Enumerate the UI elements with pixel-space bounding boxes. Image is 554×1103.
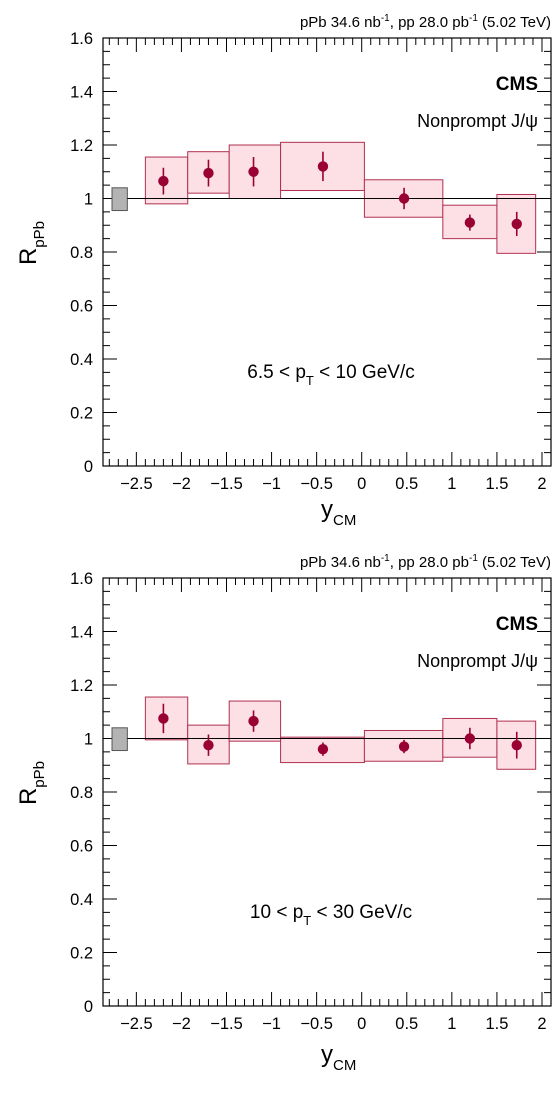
x-tick-label: −1.5 [210, 1015, 243, 1033]
x-tick-label: 1.5 [485, 475, 508, 493]
x-tick-label: 0 [357, 475, 366, 493]
data-point [317, 161, 329, 172]
y-tick-label: 1.6 [70, 570, 93, 588]
data-point [158, 713, 169, 724]
y-tick-label: 0.8 [70, 784, 93, 802]
luminosity-header: pPb 34.6 nb-1, pp 28.0 pb-1 (5.02 TeV) [300, 553, 551, 571]
y-tick-label: 1.2 [70, 677, 93, 695]
x-tick-label: −1.5 [210, 475, 243, 493]
data-point [248, 715, 259, 727]
x-tick-label: −2 [172, 475, 191, 493]
x-tick-label: −1 [262, 475, 281, 493]
y-axis-label: RpPb [15, 761, 48, 805]
y-tick-label: 1.4 [70, 624, 93, 642]
x-tick-label: 2 [537, 1015, 546, 1033]
y-tick-label: 1 [84, 731, 93, 749]
x-tick-label: −0.5 [300, 1015, 333, 1033]
y-tick-label: 0.6 [70, 838, 93, 856]
data-point [203, 167, 214, 179]
y-axis-label: RpPb [15, 221, 48, 265]
plot-frame [102, 577, 552, 1007]
x-tick-label: −2.5 [120, 475, 153, 493]
y-tick-label: 0.2 [70, 405, 93, 423]
x-tick-label: 1.5 [485, 1015, 508, 1033]
process-label: Nonprompt J/ψ [417, 111, 538, 131]
data-point [248, 166, 259, 177]
x-tick-label: 0.5 [395, 1015, 418, 1033]
luminosity-header: pPb 34.6 nb-1, pp 28.0 pb-1 (5.02 TeV) [300, 13, 551, 31]
systematic-uncertainty-box [442, 204, 498, 240]
x-tick-label: −2 [172, 1015, 191, 1033]
data-point [158, 175, 169, 187]
data-point [511, 739, 522, 751]
y-tick-label: 0.6 [70, 298, 93, 316]
y-tick-label: 0.2 [70, 945, 93, 963]
x-tick-label: 0 [357, 1015, 366, 1033]
y-tick-label: 1.6 [70, 30, 93, 48]
data-point [464, 217, 476, 228]
x-tick-label: 0.5 [395, 475, 418, 493]
x-axis-label: yCM [321, 1041, 356, 1074]
experiment-label: CMS [496, 614, 538, 635]
x-axis-label: yCM [321, 496, 356, 529]
global-uncertainty-box [111, 727, 128, 752]
experiment-label: CMS [496, 74, 538, 95]
data-point [511, 218, 522, 230]
plot-frame [102, 37, 552, 467]
y-tick-label: 0.4 [70, 891, 93, 909]
x-tick-label: 1 [447, 1015, 456, 1033]
data-point [398, 193, 410, 204]
data-point [203, 739, 214, 751]
pt-range-label: 10 < pT < 30 GeV/c [250, 902, 412, 928]
pt-range-label: 6.5 < pT < 10 GeV/c [247, 362, 414, 388]
data-point [317, 744, 329, 755]
x-tick-label: 1 [447, 475, 456, 493]
x-tick-label: 2 [537, 475, 546, 493]
y-tick-label: 0.4 [70, 351, 93, 369]
y-tick-label: 1 [84, 191, 93, 209]
process-label: Nonprompt J/ψ [417, 651, 538, 671]
chart-panel-1: pPb 34.6 nb-1, pp 28.0 pb-1 (5.02 TeV) −2… [15, 13, 552, 529]
chart-panel-2: pPb 34.6 nb-1, pp 28.0 pb-1 (5.02 TeV) −2… [15, 553, 552, 1074]
y-tick-label: 0.8 [70, 244, 93, 262]
x-tick-label: −2.5 [120, 1015, 153, 1033]
data-point [398, 741, 410, 752]
y-tick-label: 1.2 [70, 137, 93, 155]
global-uncertainty-box [111, 187, 128, 212]
y-tick-label: 1.4 [70, 84, 93, 102]
y-tick-label: 0 [84, 458, 93, 476]
data-point [464, 733, 476, 744]
x-tick-label: −1 [262, 1015, 281, 1033]
y-tick-label: 0 [84, 998, 93, 1016]
x-tick-label: −0.5 [300, 475, 333, 493]
